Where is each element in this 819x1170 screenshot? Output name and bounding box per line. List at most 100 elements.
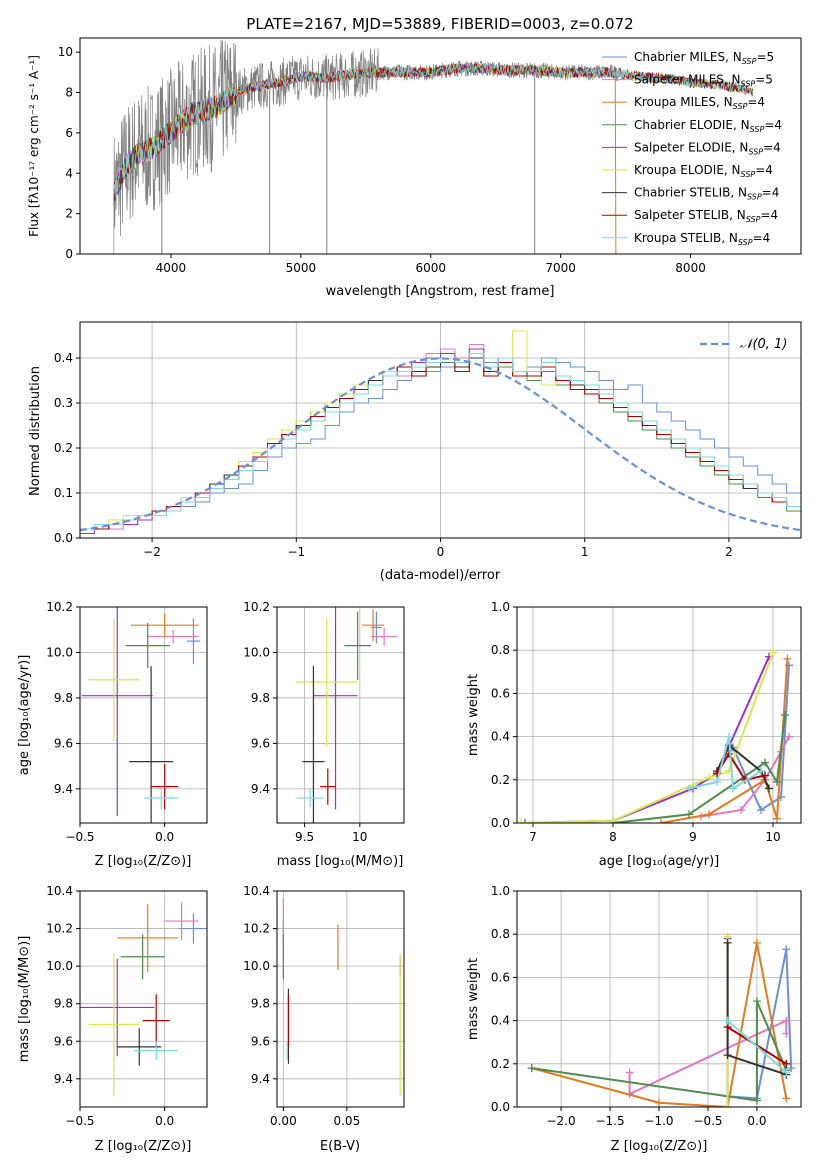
legend-label: Chabrier ELODIE, NSSP=4 — [634, 118, 782, 134]
mass-weight-vs-age-panel: 7 8 9 10 0.0 0.2 0.4 0.6 0.8 1.0 age [log₁₀(age/y… — [466, 600, 802, 869]
x-tick-label: 5000 — [286, 261, 317, 275]
mass-weight-point-marker — [752, 938, 761, 947]
mass-weight-line — [628, 1019, 788, 1096]
x-tick-label: 0.0 — [747, 1114, 766, 1128]
mass-weight-point-marker — [752, 997, 761, 1006]
mass-weight-point-marker — [787, 1064, 796, 1073]
residual-plot-area: −2 −1 0 1 2 0.0 0.1 0.2 0.3 0.4 — [54, 321, 802, 559]
model-drop-line — [614, 72, 617, 254]
x-tick-label: 0.05 — [333, 1114, 360, 1128]
x-tick-label: −2 — [143, 545, 161, 559]
x-tick-label: 0.00 — [270, 1114, 297, 1128]
residual-legend: 𝒩(0, 1) — [700, 337, 787, 352]
legend-label: Kroupa MILES, NSSP=4 — [634, 95, 765, 111]
mass-weight-point-marker — [723, 1016, 732, 1025]
mass-weight-point-marker — [725, 749, 733, 758]
mass-weight-point-marker — [781, 711, 789, 719]
mass-weight-vs-age-plot-area: 7 8 9 10 0.0 0.2 0.4 0.6 0.8 1.0 — [491, 600, 802, 844]
y-tick-label: 10.2 — [46, 600, 73, 614]
y-tick-label: 0.0 — [54, 531, 73, 545]
x-tick-label: −1.0 — [644, 1114, 673, 1128]
mass-weight-point-marker — [752, 1096, 761, 1105]
mass-weight-point-marker — [782, 1029, 791, 1038]
plot-content — [81, 607, 201, 823]
residual-xlabel: (data-model)/error — [380, 568, 501, 583]
mass-weight-vs-metallicity-panel: −2.0 −1.5 −1.0 −0.5 0.0 0.0 0.2 0.4 0.6 0.8 1.0 Z … — [466, 884, 802, 1154]
y-tick-label: 9.4 — [251, 782, 270, 796]
mass-vs-metallicity-ylabel: mass [log₁₀(M/M⊙)] — [17, 936, 32, 1063]
mass-weight-point-marker — [783, 654, 792, 663]
histogram-step-line — [80, 344, 801, 538]
y-tick-label: 9.8 — [251, 997, 270, 1011]
age-vs-metallicity-ylabel: age [log₁₀(age/yr)] — [17, 655, 32, 776]
plot-content — [80, 902, 207, 1096]
mass-vs-metallicity-plot-area: −0.5 0.0 9.4 9.6 9.8 10.0 10.2 10.4 — [46, 884, 208, 1128]
x-tick-label: 4000 — [156, 261, 187, 275]
x-tick-label: 8 — [609, 830, 617, 844]
spectrum-title: PLATE=2167, MJD=53889, FIBERID=0003, z=0… — [246, 15, 633, 33]
mass-weight-vs-metallicity-plot-area: −2.0 −1.5 −1.0 −0.5 0.0 0.0 0.2 0.4 0.6 0.8 1.0 — [491, 884, 802, 1128]
histogram-step-line — [80, 353, 801, 538]
spectrum-panel: PLATE=2167, MJD=53889, FIBERID=0003, z=0… — [27, 15, 802, 299]
mass-weight-point-marker — [685, 784, 693, 793]
legend-label: 𝒩(0, 1) — [740, 337, 787, 352]
mass-vs-metallicity-xlabel: Z [log₁₀(Z/Z⊙)] — [95, 1139, 192, 1154]
mass-vs-ebv-plot-area: 0.00 0.05 9.4 9.6 9.8 10.0 10.2 10.4 — [243, 884, 405, 1128]
mass-weight-point-marker — [765, 784, 773, 793]
mass-weight-point-marker — [723, 938, 732, 947]
y-tick-label: 9.8 — [251, 691, 270, 705]
y-tick-label: 9.6 — [54, 736, 73, 750]
mass-weight-vs-metallicity-ylabel: mass weight — [466, 958, 481, 1040]
y-tick-label: 0.6 — [491, 970, 510, 984]
mass-weight-point-marker — [609, 816, 617, 823]
age-vs-mass-xlabel: mass [log₁₀(M/M⊙)] — [277, 854, 404, 869]
y-tick-label: 0.4 — [54, 351, 73, 365]
plot-content — [282, 898, 401, 1096]
y-tick-label: 10.0 — [243, 645, 270, 659]
y-tick-label: 0.3 — [54, 396, 73, 410]
y-tick-label: 10.0 — [243, 959, 270, 973]
mass-weight-point-marker — [521, 819, 529, 823]
residual-ylabel: Normed distribution — [28, 366, 43, 496]
mass-vs-metallicity-panel: −0.5 0.0 9.4 9.6 9.8 10.0 10.2 10.4 Z [log₁₀(Z/… — [17, 884, 208, 1154]
age-vs-metallicity-xlabel: Z [log₁₀(Z/Z⊙)] — [95, 854, 192, 869]
age-vs-mass-plot-area: 9.5 10 9.4 9.6 9.8 10.0 10.2 — [243, 600, 405, 844]
y-tick-label: 10.0 — [46, 959, 73, 973]
y-tick-label: 9.4 — [251, 1072, 270, 1086]
age-vs-metallicity-panel: −0.5 0.0 9.4 9.6 9.8 10.0 10.2 Z [log₁₀(Z/Z⊙)]… — [17, 600, 208, 869]
axes-frame — [79, 606, 208, 824]
mass-weight-point-marker — [713, 777, 721, 786]
mass-weight-line — [531, 1000, 788, 1102]
y-tick-label: 0 — [65, 247, 73, 261]
mass-weight-point-marker — [782, 1059, 791, 1068]
x-tick-label: 8000 — [675, 261, 706, 275]
mass-weight-point-marker — [782, 945, 791, 954]
y-tick-label: 0.0 — [491, 816, 510, 830]
axes-frame — [79, 37, 802, 255]
mass-weight-point-marker — [657, 819, 665, 823]
spectrum-ylabel: Flux [fλ10⁻¹⁷ erg cm⁻² s⁻¹ A⁻¹] — [27, 55, 41, 237]
age-vs-mass-panel: 9.5 10 9.4 9.6 9.8 10.0 10.2 mass [log₁₀(M/M⊙)… — [243, 600, 405, 869]
model-spectrum-line — [113, 62, 754, 198]
mass-weight-line — [524, 656, 770, 823]
legend-label: Kroupa STELIB, NSSP=4 — [634, 231, 770, 247]
x-tick-label: 9.5 — [295, 830, 314, 844]
mass-weight-point-marker — [655, 1098, 663, 1107]
y-tick-label: 0.4 — [491, 730, 510, 744]
mass-weight-point-marker — [773, 814, 781, 823]
y-tick-label: 1.0 — [491, 884, 510, 898]
y-tick-label: 10.4 — [46, 884, 73, 898]
mass-vs-ebv-xlabel: E(B-V) — [320, 1139, 360, 1154]
mass-weight-point-marker — [685, 810, 693, 819]
y-tick-label: 9.8 — [54, 691, 73, 705]
x-tick-label: 9 — [689, 830, 697, 844]
y-tick-label: 9.4 — [54, 1072, 73, 1086]
x-tick-label: 0.0 — [155, 830, 174, 844]
x-tick-label: 0.0 — [155, 1114, 174, 1128]
y-tick-label: 9.8 — [54, 997, 73, 1011]
y-tick-label: 9.4 — [54, 782, 73, 796]
y-tick-label: 0.1 — [54, 486, 73, 500]
mass-weight-vs-metallicity-xlabel: Z [log₁₀(Z/Z⊙)] — [611, 1139, 708, 1154]
mass-weight-point-marker — [761, 758, 769, 767]
